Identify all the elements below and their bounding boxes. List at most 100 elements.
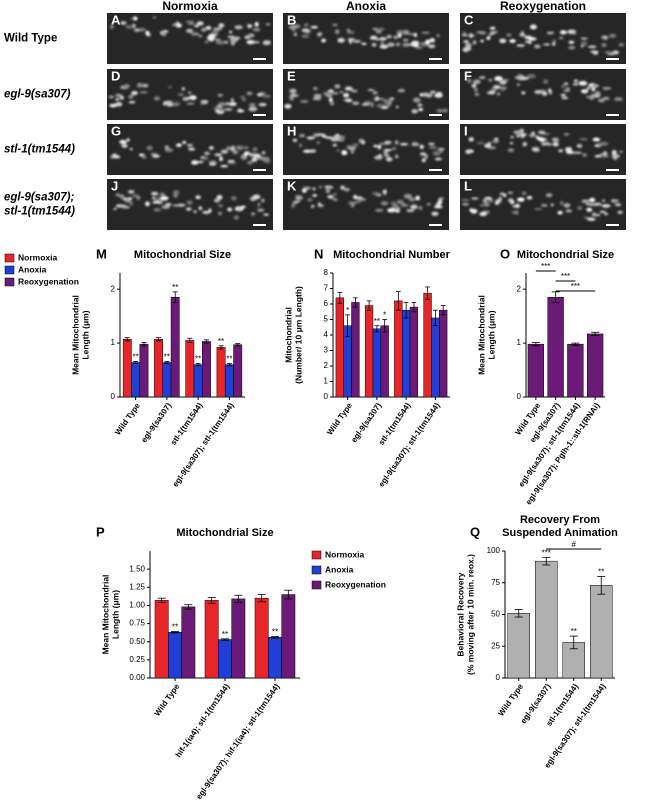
- panel-letter: O: [500, 246, 510, 261]
- micrograph: K: [283, 178, 449, 230]
- mitochondrion: [129, 147, 133, 151]
- panel-letter: M: [96, 246, 107, 261]
- mitochondrion: [350, 204, 355, 208]
- mitochondrion: [602, 151, 608, 156]
- mitochondrion: [483, 202, 490, 207]
- mitochondrion: [608, 33, 617, 38]
- mitochondrion: [115, 93, 123, 98]
- mitochondrion: [141, 154, 147, 159]
- mitochondrion: [330, 91, 339, 95]
- mitochondrion: [263, 213, 269, 216]
- micrograph-signal: [288, 23, 440, 50]
- x-tick-label: hif-1(ia4); stl-1(tm1544): [174, 682, 232, 759]
- mitochondrion: [580, 41, 588, 46]
- mitochondrion: [526, 196, 533, 200]
- significance-label: **: [133, 353, 139, 362]
- mitochondrion: [429, 38, 436, 43]
- mitochondrion: [263, 160, 271, 164]
- mitochondrion: [327, 89, 334, 93]
- mitochondrion: [119, 139, 127, 145]
- mitochondrion: [434, 93, 443, 98]
- mitochondrion: [337, 37, 345, 43]
- mitochondrion: [352, 101, 360, 106]
- mitochondrion: [415, 195, 421, 201]
- mitochondrion: [265, 23, 271, 26]
- y-axis-label: Mean Mitochondrial: [476, 295, 486, 375]
- y-tick-label: 100: [487, 546, 501, 555]
- mitochondrion: [357, 198, 367, 201]
- mitochondrion: [394, 140, 399, 145]
- mitochondrion: [582, 153, 588, 157]
- mitochondrion: [248, 103, 256, 107]
- mitochondrion: [353, 194, 358, 200]
- mitochondrion: [161, 30, 167, 34]
- mitochondrion: [152, 196, 156, 200]
- mitochondrion: [321, 135, 328, 138]
- mitochondrion: [611, 154, 621, 158]
- mitochondrion: [350, 89, 358, 93]
- mitochondrion: [144, 201, 150, 207]
- mitochondrion: [310, 204, 315, 209]
- mitochondrion: [258, 103, 267, 107]
- mitochondrion: [241, 98, 246, 102]
- mitochondrion: [369, 35, 378, 40]
- mitochondrion: [248, 106, 258, 112]
- mitochondrion: [262, 40, 271, 46]
- y-tick-label: 1.00: [129, 601, 145, 610]
- mitochondrion: [173, 193, 178, 198]
- legend-label: Anoxia: [18, 264, 47, 274]
- micrograph-signal: [291, 185, 445, 216]
- mitochondrion: [402, 38, 409, 42]
- mitochondrion: [127, 189, 135, 194]
- x-tick-label: Wild Type: [113, 401, 142, 437]
- mitochondrion: [316, 141, 320, 145]
- significance-label: *: [346, 306, 349, 315]
- mitochondrion: [577, 206, 583, 210]
- y-tick-label: 1: [111, 338, 116, 347]
- bar: [527, 343, 545, 398]
- mitochondrion: [480, 203, 485, 207]
- mitochondrion: [541, 142, 548, 146]
- mitochondrion: [341, 150, 348, 156]
- mitochondrion: [130, 17, 135, 20]
- mitochondrion: [229, 30, 233, 34]
- mitochondrion: [136, 82, 143, 88]
- mitochondrion: [507, 191, 514, 195]
- bar: [202, 341, 211, 398]
- mitochondrion: [251, 212, 256, 216]
- y-axis-label: Mitochondrial: [283, 307, 293, 363]
- mitochondrion: [243, 146, 249, 150]
- mitochondrion: [619, 150, 623, 153]
- mitochondrion: [345, 87, 353, 91]
- mitochondrion: [602, 35, 609, 40]
- mitochondrion: [352, 39, 362, 43]
- error-bar: [171, 631, 179, 634]
- y-axis-label: (Number/ 10 μm Length): [293, 286, 303, 384]
- significance-label: **: [571, 627, 577, 636]
- mitochondrion: [560, 93, 566, 97]
- mitochondrion: [227, 35, 236, 38]
- mitochondrion: [373, 144, 378, 148]
- mitochondrion: [545, 193, 553, 198]
- mitochondrion: [559, 30, 567, 35]
- mitochondrion: [579, 138, 588, 141]
- mitochondrion: [597, 142, 604, 147]
- mitochondrion: [499, 86, 507, 91]
- micrograph: J: [107, 178, 273, 230]
- mitochondrion: [172, 204, 181, 207]
- micrograph: F: [460, 68, 626, 120]
- y-tick-label: 2: [517, 284, 522, 293]
- mitochondrion: [479, 212, 487, 217]
- mitochondrion: [437, 199, 443, 205]
- bar: [401, 309, 411, 398]
- mitochondrion: [246, 91, 253, 96]
- error-bar: [156, 337, 162, 342]
- error-bar: [172, 291, 178, 304]
- micrograph-signal: [109, 16, 271, 46]
- mitochondrion: [558, 149, 564, 153]
- chart-title: Mitochondrial Size: [134, 249, 231, 261]
- legend-swatch: [4, 277, 15, 287]
- error-bar: [141, 342, 147, 347]
- mitochondrion: [325, 136, 334, 139]
- mitochondrion: [580, 37, 588, 40]
